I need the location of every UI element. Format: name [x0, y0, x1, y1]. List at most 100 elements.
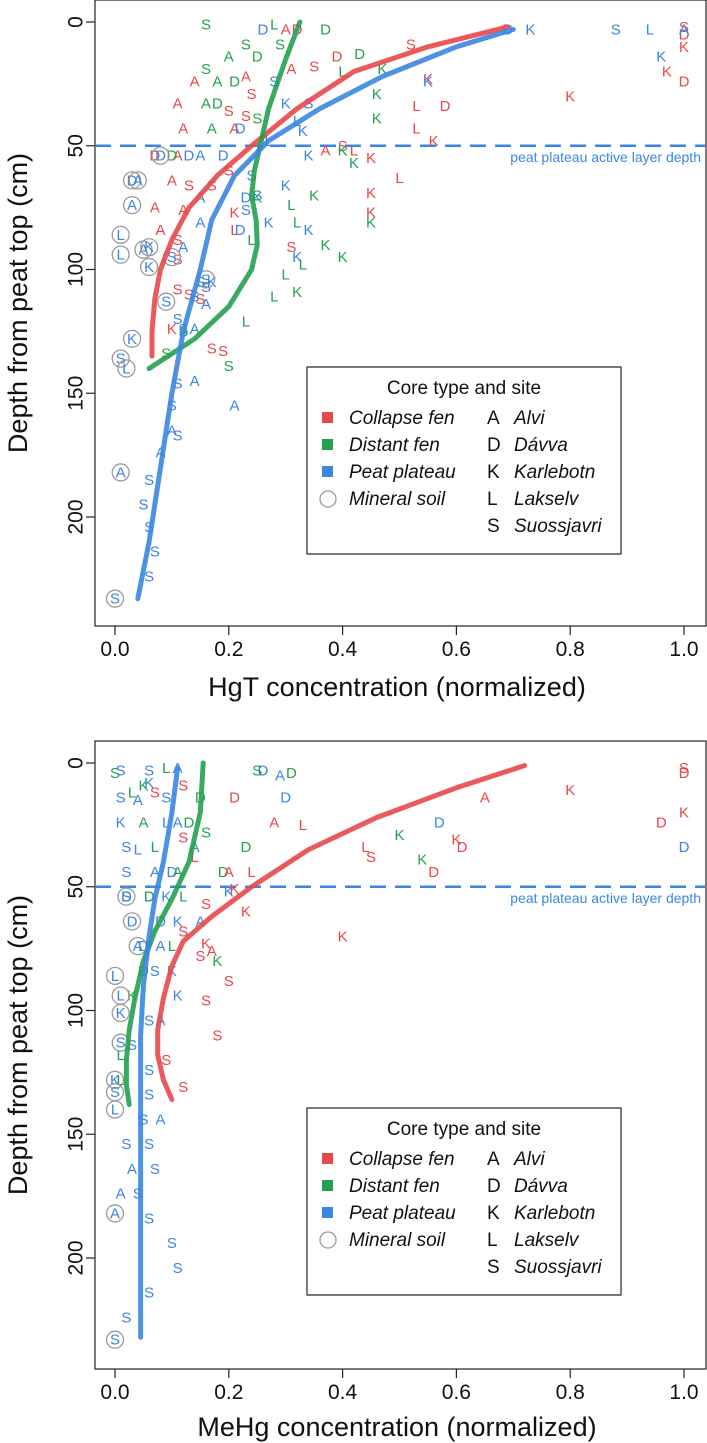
data-point-label: D	[144, 889, 155, 906]
legend-mineral-soil-symbol	[319, 1231, 337, 1249]
legend-core-type-label: Distant fen	[349, 435, 440, 456]
data-point-label: K	[144, 239, 154, 256]
legend-site-code: A	[487, 408, 500, 429]
data-point-label: L	[111, 968, 119, 985]
y-axis-title: Depth from peat top (cm)	[3, 153, 33, 453]
data-point-label: A	[133, 792, 143, 809]
data-point-label: A	[110, 1205, 120, 1222]
data-point-label: A	[229, 398, 239, 415]
data-point-label: A	[138, 242, 148, 259]
data-point-label: D	[354, 46, 365, 63]
data-point-label: S	[207, 341, 217, 358]
data-point-label: L	[646, 21, 654, 38]
y-tick-label: 100	[65, 993, 88, 1028]
data-point-label: A	[190, 373, 200, 390]
legend-core-type-label: Distant fen	[349, 1176, 440, 1197]
legend-site-name: Alvi	[513, 1149, 545, 1170]
data-point-label: K	[298, 123, 308, 140]
data-point-label: A	[281, 21, 291, 38]
data-point-label: K	[264, 214, 274, 231]
data-point-label: A	[133, 172, 143, 189]
data-point-label: S	[224, 103, 234, 120]
y-tick-label: 200	[65, 1240, 88, 1275]
data-point-label: A	[156, 938, 166, 955]
data-point-label: S	[116, 351, 126, 368]
data-point-label: S	[173, 375, 183, 392]
data-point-label: S	[224, 163, 234, 180]
data-point-label: L	[270, 16, 278, 33]
data-point-label: D	[144, 889, 155, 906]
data-point-label: S	[127, 1037, 137, 1054]
legend-box	[306, 1107, 622, 1296]
data-point-label: K	[224, 884, 234, 901]
data-point-label: L	[395, 170, 403, 187]
data-point-label: A	[190, 321, 200, 338]
data-point-label: L	[270, 289, 278, 306]
data-point-label: L	[350, 143, 358, 160]
data-point-label: S	[178, 829, 188, 846]
data-point-label: S	[144, 1285, 154, 1302]
data-point-label: D	[240, 190, 251, 207]
legend-peat-plateau-swatch	[322, 466, 333, 477]
data-point-label: D	[280, 790, 291, 807]
data-point-label: S	[110, 765, 120, 782]
data-point-label: K	[338, 249, 348, 266]
x-tick-label: 0.2	[214, 638, 243, 661]
data-point-label: A	[173, 864, 183, 881]
data-point-label: A	[133, 938, 143, 955]
data-point-label: S	[201, 993, 211, 1010]
y-tick-label: 100	[65, 252, 88, 287]
data-point-label: A	[195, 913, 205, 930]
data-point-label: L	[179, 889, 187, 906]
x-tick-label: 0.0	[100, 638, 129, 661]
data-point-label: S	[184, 286, 194, 303]
data-point-label: K	[127, 331, 137, 348]
data-point-label: A	[212, 73, 222, 90]
mineral-soil-marker	[139, 257, 159, 277]
x-tick-label: 0.4	[328, 638, 358, 661]
data-point-label: A	[178, 239, 188, 256]
data-point-label: S	[241, 108, 251, 125]
data-point-label: S	[161, 1052, 171, 1069]
data-point-label: K	[309, 187, 319, 204]
trend-lines	[135, 19, 516, 602]
data-point-label: S	[247, 86, 257, 103]
mineral-soil-marker	[117, 359, 136, 378]
data-point-label: L	[361, 839, 369, 856]
legend: Core type and site Collapse fen Distant fe…	[306, 1107, 622, 1296]
data-point-label: S	[679, 760, 689, 777]
data-point-label: L	[162, 760, 170, 777]
data-point-label: K	[366, 214, 376, 231]
data-point-label: S	[241, 202, 251, 219]
data-point-label: S	[201, 16, 211, 33]
data-point-label: D	[229, 790, 240, 807]
data-point-label: A	[286, 61, 296, 78]
data-point-label: S	[173, 232, 183, 249]
y-tick-label: 0	[65, 757, 88, 769]
data-point-label: A	[167, 422, 177, 439]
data-point-label: A	[173, 814, 183, 831]
data-point-label: L	[117, 988, 125, 1005]
data-point-label: S	[195, 274, 205, 291]
data-point-label: S	[184, 177, 194, 194]
legend-distant-fen-swatch	[322, 1180, 333, 1191]
data-point-label: A	[190, 73, 200, 90]
data-point-label: D	[252, 49, 263, 66]
data-point-label: S	[110, 591, 120, 608]
x-tick-label: 0.6	[442, 1381, 471, 1404]
legend-site-name: Karlebotn	[514, 462, 595, 483]
x-tick-label: 0.4	[328, 1381, 358, 1404]
data-point-label: L	[412, 120, 420, 137]
data-point-label: S	[121, 889, 131, 906]
data-point-label: K	[292, 249, 302, 266]
trend-lines	[123, 760, 528, 1340]
data-point-label: D	[428, 864, 439, 881]
data-point-label: D	[320, 21, 331, 38]
mineral-soil-marker	[122, 195, 142, 215]
data-point-label: A	[229, 120, 239, 137]
data-point-label: A	[156, 222, 166, 239]
data-point-label: S	[218, 343, 228, 360]
data-point-label: A	[116, 464, 126, 481]
legend-core-type-label: Collapse fen	[349, 408, 455, 429]
